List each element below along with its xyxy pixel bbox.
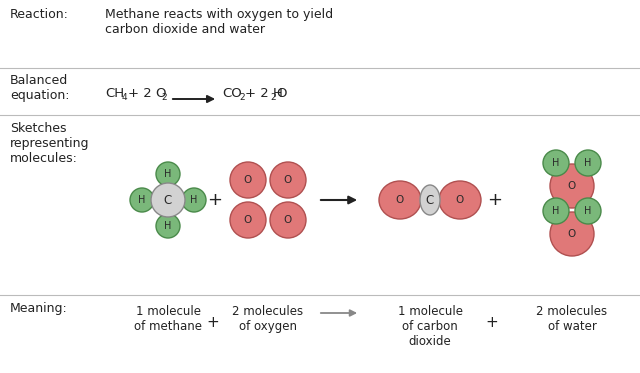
Circle shape <box>156 214 180 238</box>
Text: O: O <box>284 215 292 225</box>
Text: H: H <box>138 195 146 205</box>
Text: + 2 H: + 2 H <box>245 87 283 100</box>
Text: +: + <box>488 191 502 209</box>
Circle shape <box>230 202 266 238</box>
Text: O: O <box>244 175 252 185</box>
Text: H: H <box>552 206 560 216</box>
Text: H: H <box>584 206 592 216</box>
Circle shape <box>182 188 206 212</box>
Ellipse shape <box>439 181 481 219</box>
Text: H: H <box>584 158 592 168</box>
Text: H: H <box>190 195 198 205</box>
Text: O: O <box>568 181 576 191</box>
Text: +: + <box>207 191 223 209</box>
Text: Balanced
equation:: Balanced equation: <box>10 74 70 102</box>
Text: CO: CO <box>222 87 242 100</box>
Text: Sketches
representing
molecules:: Sketches representing molecules: <box>10 122 90 165</box>
Text: O: O <box>284 175 292 185</box>
Text: +: + <box>486 315 499 330</box>
Circle shape <box>270 162 306 198</box>
Circle shape <box>575 150 601 176</box>
Text: C: C <box>426 194 434 207</box>
Text: Reaction:: Reaction: <box>10 8 69 21</box>
Text: +: + <box>207 315 220 330</box>
Text: O: O <box>276 87 287 100</box>
Text: 1 molecule
of methane: 1 molecule of methane <box>134 305 202 333</box>
Text: 2: 2 <box>270 94 276 103</box>
Circle shape <box>575 198 601 224</box>
Circle shape <box>550 164 594 208</box>
Text: CH: CH <box>105 87 124 100</box>
Text: 1 molecule
of carbon
dioxide: 1 molecule of carbon dioxide <box>397 305 463 348</box>
Text: H: H <box>164 221 172 231</box>
Text: H: H <box>552 158 560 168</box>
Text: + 2 O: + 2 O <box>128 87 166 100</box>
Text: 4: 4 <box>122 94 127 103</box>
Text: 2: 2 <box>161 94 166 103</box>
Circle shape <box>230 162 266 198</box>
Circle shape <box>151 183 185 217</box>
Ellipse shape <box>420 185 440 215</box>
Ellipse shape <box>379 181 421 219</box>
Circle shape <box>270 202 306 238</box>
Circle shape <box>130 188 154 212</box>
Text: C: C <box>164 194 172 207</box>
Text: Meaning:: Meaning: <box>10 302 68 315</box>
Text: 2 molecules
of oxygen: 2 molecules of oxygen <box>232 305 303 333</box>
Text: 2 molecules
of water: 2 molecules of water <box>536 305 607 333</box>
Text: O: O <box>456 195 464 205</box>
Text: 2: 2 <box>239 94 244 103</box>
Text: O: O <box>396 195 404 205</box>
Text: O: O <box>568 229 576 239</box>
Text: H: H <box>164 169 172 179</box>
Circle shape <box>550 212 594 256</box>
Text: O: O <box>244 215 252 225</box>
Circle shape <box>543 150 569 176</box>
Text: Methane reacts with oxygen to yield
carbon dioxide and water: Methane reacts with oxygen to yield carb… <box>105 8 333 36</box>
Circle shape <box>543 198 569 224</box>
Circle shape <box>156 162 180 186</box>
